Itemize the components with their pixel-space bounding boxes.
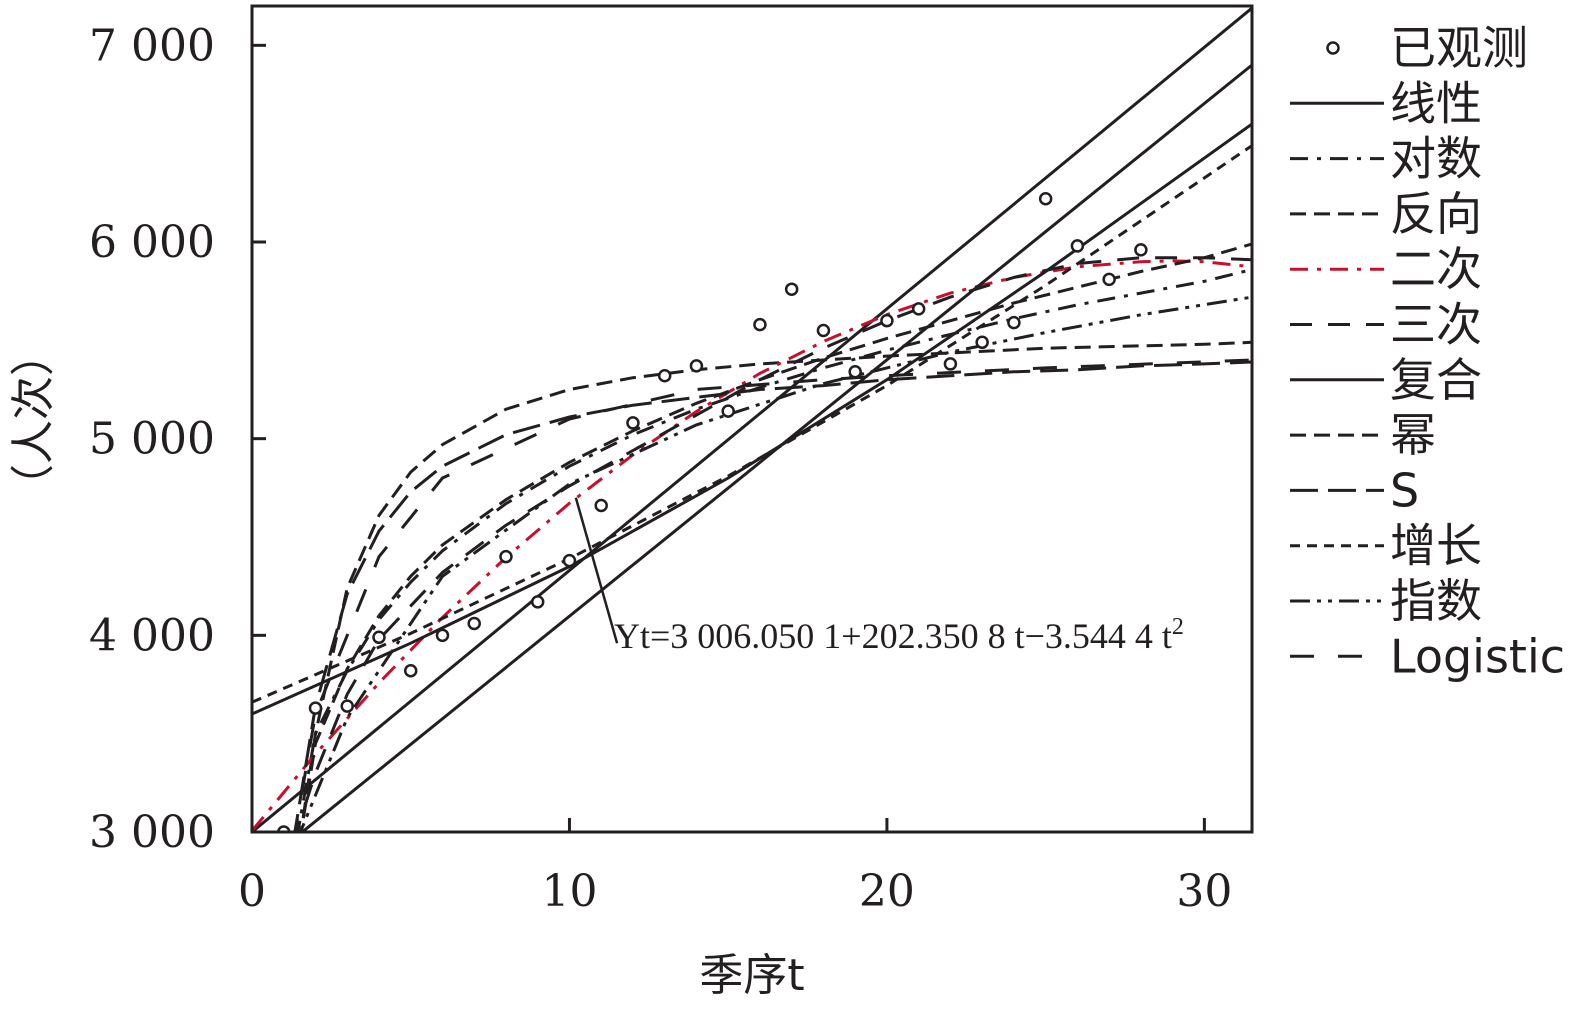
series-line-3: [299, 340, 1252, 832]
legend-label-7: 幂: [1390, 408, 1436, 462]
x-tick-label: 10: [541, 866, 597, 917]
observed-point: [657, 368, 672, 383]
legend-label-1: 线性: [1390, 76, 1482, 130]
observed-point: [880, 313, 894, 328]
legend-label-3: 反向: [1390, 187, 1482, 241]
observed-point: [626, 416, 640, 430]
plot-area: [252, 6, 1252, 832]
observed-point: [403, 663, 418, 678]
series-line-10: [298, 295, 1252, 832]
observed-point: [911, 302, 926, 316]
observed-point: [1038, 191, 1053, 206]
series-line-9: [252, 144, 1252, 704]
legend-label-4: 二次: [1390, 242, 1482, 296]
observed-point: [689, 359, 704, 373]
observed-point: [1134, 243, 1148, 257]
observed-point: [943, 357, 958, 371]
x-axis-title: 季序t: [699, 950, 804, 1001]
observed-point: [848, 365, 862, 379]
legend-label-6: 复合: [1390, 353, 1482, 407]
series-line-1: [252, 6, 1252, 832]
axes: Yt=3 006.050 1+202.350 8 t−3.544 4 t2 3 0…: [8, 4, 1254, 1001]
legend-label-2: 对数: [1390, 132, 1482, 186]
x-tick-label: 30: [1176, 866, 1232, 917]
y-tick-label: 4 000: [89, 610, 215, 661]
observed-point: [530, 595, 545, 609]
annotation-equation: Yt=3 006.050 1+202.350 8 t−3.544 4 t2: [614, 614, 1184, 656]
observed-point: [594, 498, 608, 513]
legend-label-8: S: [1390, 463, 1419, 517]
y-tick-label: 7 000: [89, 20, 215, 71]
observed-point: [721, 404, 735, 418]
legend-label-5: 三次: [1390, 298, 1482, 352]
observed-point: [340, 699, 354, 713]
plot-frame: [250, 4, 1254, 834]
series-line-7: [299, 242, 1252, 832]
observed-point: [975, 335, 989, 350]
observed-point: [308, 701, 323, 715]
series-line-11: [293, 358, 1252, 832]
observed-point: [753, 317, 767, 332]
observed-point: [372, 630, 386, 645]
legend-label-11: Logistic: [1390, 629, 1565, 683]
legend-label-10: 指数: [1390, 574, 1482, 628]
series-line-5: [294, 256, 1252, 832]
observed-point: [784, 282, 799, 296]
annotation-leader: [574, 497, 619, 644]
series-line-6: [252, 122, 1252, 716]
steep-fit-line: [299, 63, 1252, 832]
legend-label-9: 增长: [1390, 519, 1482, 573]
x-tick-label: 0: [238, 866, 266, 917]
x-tick-label: 20: [859, 866, 915, 917]
series-line-4: [252, 259, 1252, 832]
observed-point: [435, 628, 450, 643]
observed-point: [1070, 239, 1085, 253]
observed-point: [1102, 272, 1116, 287]
legend-label-0: 已观测: [1390, 21, 1528, 75]
observed-point: [499, 549, 513, 564]
y-tick-label: 3 000: [89, 807, 215, 858]
observed-point: [816, 323, 831, 338]
y-tick-label: 5 000: [89, 414, 215, 465]
observed-point: [1007, 315, 1021, 330]
y-axis-title: （人次）: [8, 332, 59, 508]
series-line-8: [293, 360, 1252, 832]
legend-marker-observed: [1326, 41, 1340, 55]
y-tick-label: 6 000: [89, 217, 215, 268]
observed-point: [467, 616, 481, 631]
series-line-2: [296, 268, 1252, 832]
annotation-superscript: 2: [1172, 614, 1184, 640]
observed-point: [562, 553, 577, 568]
